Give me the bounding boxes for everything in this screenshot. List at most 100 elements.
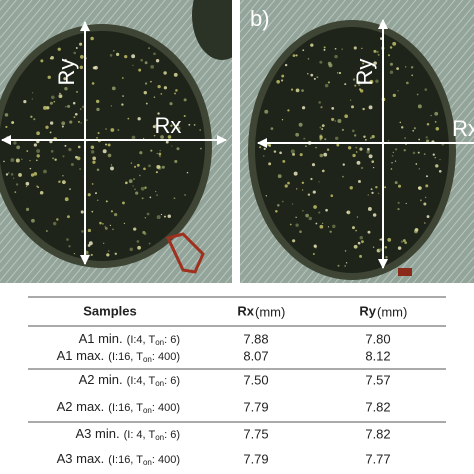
- speckle: [331, 106, 335, 110]
- speckle: [123, 222, 126, 225]
- sample-sub: on: [155, 379, 164, 388]
- rx-cell: 7.79: [243, 399, 268, 414]
- speckle: [424, 88, 428, 91]
- speckle: [59, 92, 61, 95]
- speckle: [156, 164, 161, 169]
- speckle: [281, 79, 284, 82]
- speckle: [76, 156, 81, 161]
- speckle: [373, 49, 377, 53]
- sample-sub: on: [143, 458, 152, 467]
- speckle: [434, 111, 439, 116]
- speckle: [49, 101, 53, 105]
- speckle: [352, 78, 356, 81]
- speckle: [143, 167, 146, 171]
- speckle: [40, 59, 44, 63]
- speckle: [372, 64, 375, 67]
- speckle: [47, 75, 51, 79]
- speckle: [321, 128, 324, 131]
- speckle: [389, 62, 394, 66]
- speckle: [418, 168, 421, 170]
- speckle: [401, 126, 404, 129]
- speckle: [160, 213, 163, 216]
- speckle: [140, 186, 145, 191]
- speckle: [290, 88, 294, 91]
- speckle: [31, 98, 34, 100]
- speckle: [337, 72, 339, 74]
- speckle: [113, 212, 118, 217]
- speckle: [90, 145, 95, 149]
- speckle: [397, 90, 399, 92]
- speckle: [392, 41, 397, 46]
- speckle: [349, 186, 353, 190]
- speckle: [79, 168, 81, 170]
- speckle: [376, 50, 379, 54]
- speckle: [434, 156, 437, 159]
- speckle: [142, 137, 145, 140]
- sample-cell: A3 min. (I: 4, Ton: 6): [76, 426, 180, 442]
- speckle: [111, 86, 116, 91]
- speckle: [33, 118, 36, 121]
- speckle: [292, 54, 296, 58]
- speckle: [129, 247, 133, 252]
- speckle: [21, 158, 23, 161]
- speckle: [392, 93, 396, 98]
- speckle: [91, 210, 94, 213]
- speckle: [92, 156, 96, 161]
- header-rx: Rx: [237, 303, 254, 318]
- speckle: [323, 46, 326, 49]
- speckle: [415, 163, 418, 165]
- speckle: [110, 166, 114, 171]
- speckle: [435, 164, 439, 168]
- sample-cell: A1 min. (I:4, Ton: 6): [79, 331, 180, 347]
- speckle: [156, 215, 161, 220]
- speckle: [149, 196, 152, 199]
- speckle: [435, 127, 440, 131]
- speckle: [56, 218, 59, 221]
- speckle: [413, 127, 416, 130]
- speckle: [137, 117, 141, 121]
- table: Samples Rx (mm) Ry (mm) A1 min. (I:4, Ton…: [28, 296, 446, 467]
- speckle: [396, 67, 399, 71]
- speckle: [110, 105, 112, 107]
- speckle: [399, 121, 402, 124]
- header-samples: Samples: [83, 303, 136, 318]
- speckle: [50, 150, 54, 153]
- speckle: [79, 55, 84, 59]
- speckle: [132, 64, 134, 66]
- speckle: [148, 47, 150, 50]
- speckle: [373, 61, 377, 65]
- speckle: [87, 193, 91, 197]
- speckle: [102, 149, 107, 154]
- speckle: [313, 244, 317, 248]
- speckle: [366, 150, 370, 154]
- speckle: [90, 36, 94, 41]
- speckle: [73, 51, 77, 55]
- speckle: [356, 216, 359, 218]
- speckle: [52, 221, 57, 226]
- speckle: [293, 171, 298, 176]
- speckle: [301, 181, 305, 185]
- speckle: [163, 71, 167, 75]
- speckle: [400, 240, 404, 243]
- speckle: [319, 135, 323, 140]
- speckle: [186, 171, 189, 174]
- speckle: [62, 175, 64, 177]
- speckle: [29, 159, 31, 162]
- sample-params-b: : 6): [164, 334, 180, 346]
- speckle: [321, 169, 325, 173]
- header-ry-unit: (mm): [377, 304, 407, 319]
- rx-label: Rx: [452, 116, 474, 141]
- speckle: [270, 127, 274, 130]
- speckle: [330, 194, 334, 197]
- speckle: [12, 177, 15, 179]
- speckle: [313, 77, 316, 80]
- speckle: [337, 119, 342, 124]
- speckle: [307, 73, 309, 75]
- speckle: [117, 129, 120, 131]
- speckle: [94, 65, 98, 70]
- right-image: Ry Rx b): [240, 0, 474, 283]
- speckle: [139, 174, 141, 177]
- speckle: [64, 105, 67, 108]
- speckle: [353, 46, 357, 50]
- speckle: [357, 241, 361, 245]
